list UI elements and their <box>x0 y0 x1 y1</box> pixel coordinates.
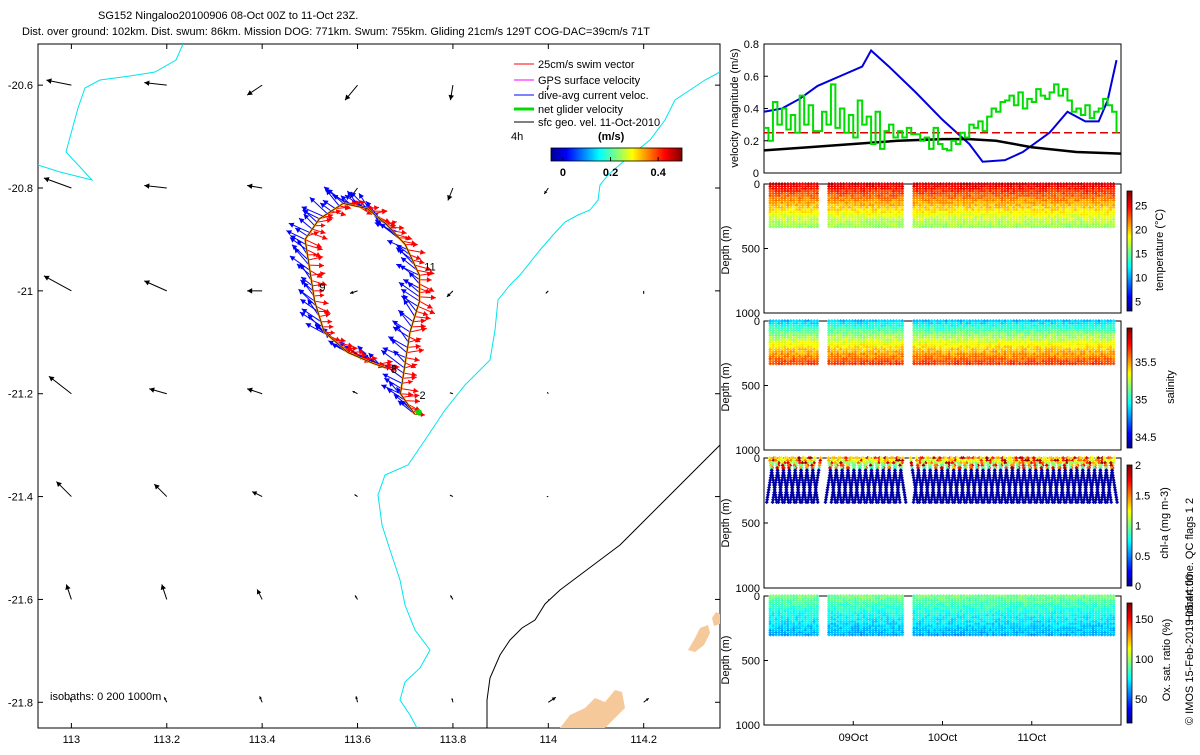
day-label: 8 <box>391 364 397 376</box>
legend-gps-label: GPS surface velocity <box>538 75 641 87</box>
salinity-colorbar-label: salinity <box>1165 370 1177 404</box>
section-colorbar-tick-label: 5 <box>1135 296 1141 308</box>
legend-net-label: net glider velocity <box>538 104 623 116</box>
speed-colorbar <box>551 148 682 161</box>
track-start-marker <box>416 409 422 415</box>
map-y-tick-label: -21.6 <box>8 594 33 606</box>
section-colorbar-tick-label: 15 <box>1135 248 1147 260</box>
day-label: 9 <box>319 282 325 294</box>
velocity-axes-frame <box>764 44 1121 173</box>
velocity-panel: 00.20.40.60.8 velocity magnitude (m/s) <box>729 39 1121 180</box>
isobaths-label: isobaths: 0 200 1000m <box>50 691 161 703</box>
map-x-tick-label: 114.2 <box>630 734 657 746</box>
section-colorbar-tick-label: 34.5 <box>1135 432 1156 444</box>
section-colorbar-tick-label: 20 <box>1135 224 1147 236</box>
map-x-tick-label: 113.8 <box>440 734 467 746</box>
chlorophyll-ylabel: Depth (m) <box>720 499 732 548</box>
day-label: 11 <box>424 261 435 273</box>
map-axes-frame <box>38 44 720 728</box>
map-y-tick-label: -21 <box>17 286 33 298</box>
map-y-tick-label: -21.2 <box>8 389 33 401</box>
title-line-2: Dist. over ground: 102km. Dist. swum: 86… <box>22 26 650 38</box>
velocity-y-tick-label: 0.6 <box>744 71 759 83</box>
map-x-tick-label: 113.6 <box>344 734 371 746</box>
section-y-tick-label: 0 <box>754 316 760 328</box>
map-y-tick-label: -21.4 <box>8 492 33 504</box>
section-colorbar-tick-label: 25 <box>1135 200 1147 212</box>
temperature-colorbar-label: temperature (°C) <box>1154 209 1166 291</box>
speed-colorbar-title: (m/s) <box>598 131 625 143</box>
velocity-y-tick-label: 0.2 <box>744 136 759 148</box>
section-colorbar-tick-label: 10 <box>1135 272 1147 284</box>
legend-swim-label: 25cm/s swim vector <box>538 59 635 71</box>
velocity-y-tick-label: 0.8 <box>744 39 759 51</box>
temperature-ylabel: Depth (m) <box>720 226 732 275</box>
section-y-tick-label: 500 <box>742 244 760 256</box>
section-y-tick-label: 0 <box>754 179 760 191</box>
speed-colorbar-tick-label: 0.4 <box>651 167 667 179</box>
salinity-ylabel: Depth (m) <box>720 363 732 412</box>
legend-dac-label: dive-avg current veloc. <box>538 90 649 102</box>
map-y-tick-label: -21.8 <box>8 697 33 709</box>
section-colorbar <box>1127 328 1132 448</box>
sfc-vector <box>548 599 549 600</box>
speed-colorbar-tick-label: 0.2 <box>603 167 618 179</box>
legend-interval-label: 4h <box>511 131 523 143</box>
section-colorbar-tick-label: 35.5 <box>1135 357 1156 369</box>
map-x-tick-label: 113.4 <box>249 734 276 746</box>
temperature-section: Depth (m) temperature (°C) 0500100051015… <box>720 179 1166 320</box>
speed-colorbar-tick-label: 0 <box>560 167 566 179</box>
map-panel: 113 113.2 113.4 113.6 113.8 114 114.2 -20.6 -20… <box>8 44 720 746</box>
map-y-tick-label: -20.6 <box>8 80 33 92</box>
title-line-1: SG152 Ningaloo20100906 08-Oct 00Z to 11-… <box>98 10 358 22</box>
map-y-tick-label: -20.8 <box>8 183 33 195</box>
day-label: 2 <box>420 390 426 402</box>
section-colorbar-tick-label: 35 <box>1135 394 1147 406</box>
map-x-tick-label: 113 <box>63 734 81 746</box>
section-panels: Depth (m) temperature (°C) 0500100051015… <box>720 179 1177 744</box>
chlorophyll-colorbar-label: chl-a (mg m-3) <box>1159 487 1171 559</box>
legend-sfc-label: sfc geo. vel. 11-Oct-2010 <box>538 117 660 129</box>
map-x-tick-label: 114 <box>540 734 558 746</box>
section-y-tick-label: 500 <box>742 381 760 393</box>
velocity-y-tick-label: 0.4 <box>744 104 759 116</box>
section-colorbar <box>1127 191 1132 311</box>
map-x-tick-label: 113.2 <box>153 734 180 746</box>
velocity-ylabel: velocity magnitude (m/s) <box>729 48 741 167</box>
